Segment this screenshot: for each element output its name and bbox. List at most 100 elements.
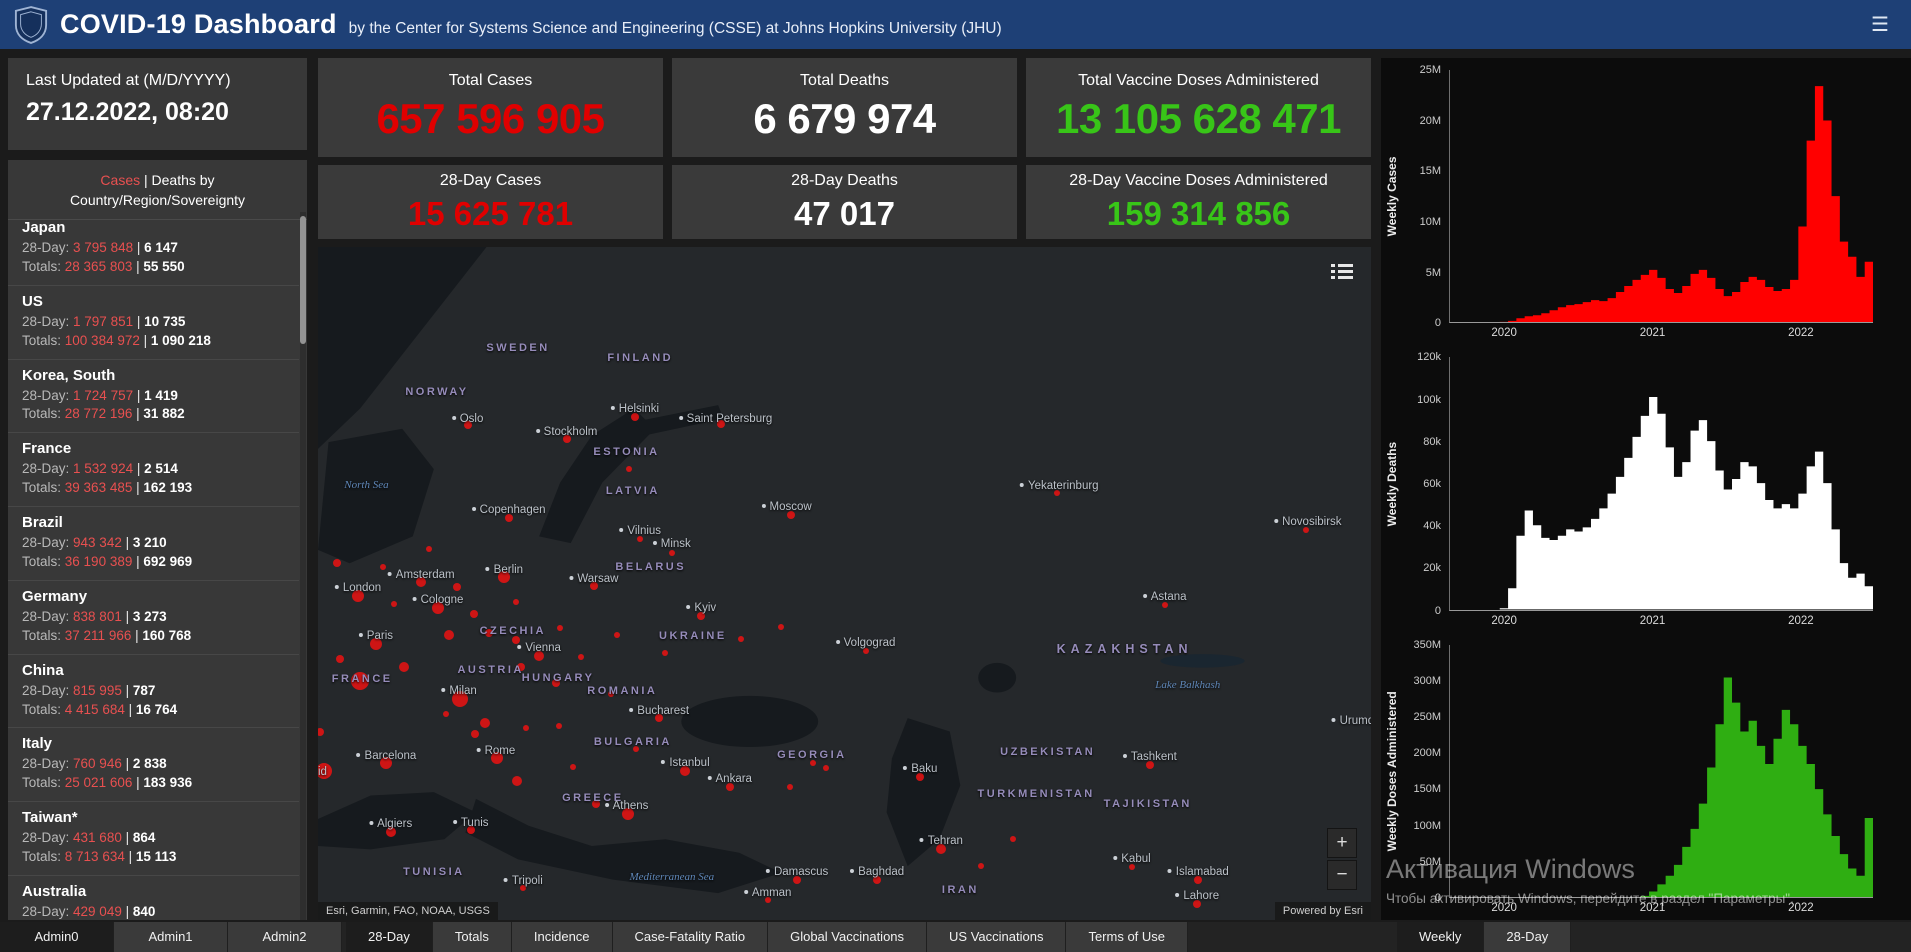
country-row[interactable]: Brazil 28-Day: 943 342 | 3 210 Totals: 36 … [8,507,299,581]
case-bubble[interactable] [390,600,397,607]
tab-weekly[interactable]: Weekly [1397,922,1485,952]
tab-us-vaccinations[interactable]: US Vaccinations [927,922,1067,952]
map-city-label: Baghdad [850,866,904,878]
case-bubble[interactable] [591,800,600,809]
tab-incidence[interactable]: Incidence [511,922,613,952]
case-bubble[interactable] [569,764,576,771]
case-bubble[interactable] [557,624,564,631]
case-bubble[interactable] [469,609,478,618]
case-bubble[interactable] [443,711,450,718]
tab-admin2[interactable]: Admin2 [228,922,342,952]
case-bubble[interactable] [512,775,523,786]
case-bubble[interactable] [399,661,410,672]
country-row[interactable]: Japan 28-Day: 3 795 848 | 6 147 Totals: 28… [8,212,299,286]
case-bubble[interactable] [1009,836,1016,843]
case-bubble[interactable] [589,582,598,591]
case-bubble[interactable] [1302,526,1309,533]
menu-button[interactable]: ☰ [1863,8,1897,42]
case-bubble[interactable] [511,636,520,645]
case-bubble[interactable] [862,647,869,654]
case-bubble[interactable] [336,654,345,663]
country-row[interactable]: China 28-Day: 815 995 | 787 Totals: 4 415 … [8,655,299,729]
map[interactable]: NORWAY SWEDEN FINLAND Oslo Helsinki Saint Pet… [318,247,1371,920]
case-bubble[interactable] [614,631,621,638]
case-bubble[interactable] [936,843,947,854]
case-bubble[interactable] [697,611,706,620]
case-bubble[interactable] [534,651,545,662]
tab-terms-of-use[interactable]: Terms of Use [1066,922,1189,952]
case-bubble[interactable] [380,563,387,570]
zoom-out-button[interactable]: − [1327,860,1357,890]
country-row[interactable]: Italy 28-Day: 760 946 | 2 838 Totals: 25 0… [8,728,299,803]
case-bubble[interactable] [463,421,472,430]
case-bubble[interactable] [786,783,793,790]
case-bubble[interactable] [556,723,563,730]
case-bubble[interactable] [452,582,461,591]
case-bubble[interactable] [793,875,802,884]
case-bubble[interactable] [662,650,669,657]
country-list[interactable]: Japan 28-Day: 3 795 848 | 6 147 Totals: 28… [8,212,299,920]
case-bubble[interactable] [637,536,644,543]
case-bubble[interactable] [470,730,479,739]
case-bubble[interactable] [562,434,571,443]
tab-totals[interactable]: Totals [432,922,512,952]
case-bubble[interactable] [551,679,560,688]
case-bubble[interactable] [480,717,491,728]
case-bubble[interactable] [466,826,475,835]
case-bubble[interactable] [786,510,795,519]
case-bubble[interactable] [517,662,526,671]
case-bubble[interactable] [916,773,925,782]
layer-list-button[interactable] [1327,259,1357,285]
case-bubble[interactable] [416,577,427,588]
scrollbar-thumb[interactable] [300,216,306,344]
case-bubble[interactable] [318,727,325,736]
country-row[interactable]: Korea, South 28-Day: 1 724 757 | 1 419 Tot… [8,360,299,434]
case-bubble[interactable] [809,759,816,766]
tab-admin0[interactable]: Admin0 [0,922,114,952]
tab-global-vaccinations[interactable]: Global Vaccinations [768,922,928,952]
tab-28-day[interactable]: 28-Day [1484,922,1572,952]
case-bubble[interactable] [523,725,530,732]
case-bubble[interactable] [873,875,882,884]
case-bubble[interactable] [351,672,370,691]
case-bubble[interactable] [630,413,639,422]
country-row[interactable]: Germany 28-Day: 838 801 | 3 273 Totals: 37… [8,581,299,655]
case-bubble[interactable] [778,623,785,630]
case-bubble[interactable] [1161,602,1168,609]
case-bubble[interactable] [332,559,341,568]
country-name: Korea, South [22,366,116,384]
case-bubble[interactable] [633,746,639,753]
country-row[interactable]: Taiwan* 28-Day: 431 680 | 864 Totals: 8 71… [8,802,299,877]
case-bubble[interactable] [484,629,493,638]
case-bubble[interactable] [1145,761,1154,770]
case-bubble[interactable] [822,764,829,771]
case-bubble[interactable] [668,549,675,556]
case-bubble[interactable] [725,783,734,792]
tab-case-fatality-ratio[interactable]: Case-Fatality Ratio [612,922,769,952]
country-row[interactable]: US 28-Day: 1 797 851 | 10 735 Totals: 100 … [8,286,299,360]
case-bubble[interactable] [607,690,614,697]
case-bubble[interactable] [1054,490,1061,497]
case-bubble[interactable] [625,466,632,473]
scrollbar[interactable] [300,212,306,920]
case-bubble[interactable] [1193,899,1202,908]
case-bubble[interactable] [1194,875,1203,884]
case-bubble[interactable] [680,766,691,777]
case-bubble[interactable] [738,635,745,642]
zoom-in-button[interactable]: + [1327,828,1357,858]
case-bubble[interactable] [504,513,513,522]
case-bubble[interactable] [443,629,454,640]
tab-28-day[interactable]: 28-Day [346,922,433,952]
case-bubble[interactable] [655,714,664,723]
case-bubble[interactable] [520,885,527,892]
country-row[interactable]: France 28-Day: 1 532 924 | 2 514 Totals: 3… [8,433,299,508]
case-bubble[interactable] [512,599,519,606]
case-bubble[interactable] [978,863,985,870]
case-bubble[interactable] [1128,863,1135,870]
case-bubble[interactable] [425,545,432,552]
case-bubble[interactable] [385,826,396,837]
case-bubble[interactable] [764,897,771,904]
case-bubble[interactable] [578,653,585,660]
tab-admin1[interactable]: Admin1 [114,922,228,952]
